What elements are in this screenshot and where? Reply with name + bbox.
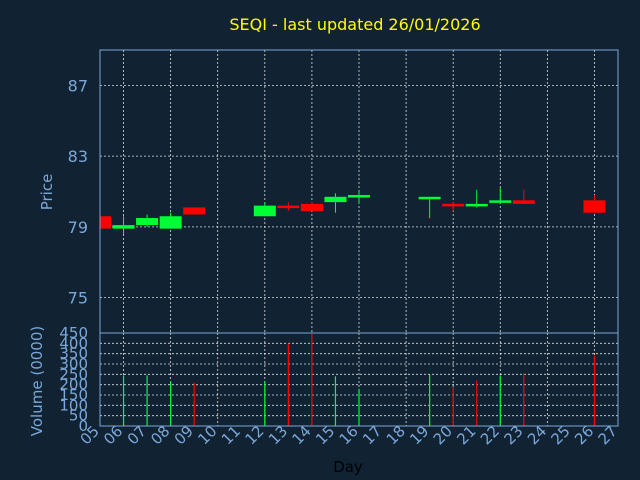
- price-tick-label: 79: [68, 218, 88, 237]
- candle-body: [418, 196, 441, 200]
- volume-tick-label: 350: [59, 345, 88, 363]
- day-axis-label: Day: [333, 458, 363, 476]
- volume-tick-label: 300: [59, 355, 88, 373]
- volume-tick-label: 200: [59, 376, 88, 394]
- candle: [348, 191, 370, 204]
- candle-body: [465, 203, 488, 207]
- volume-plot-frame: [99, 332, 619, 427]
- candle: [183, 207, 206, 215]
- candle-body: [512, 200, 535, 204]
- volume-bars: [122, 333, 596, 426]
- candle: [324, 193, 347, 213]
- price-panel: 75 79 83 87 Price: [38, 49, 619, 334]
- candle: [442, 202, 465, 211]
- candle-body: [253, 205, 276, 217]
- candle-body: [159, 216, 182, 229]
- candle: [253, 202, 276, 217]
- candle-body: [489, 200, 512, 203]
- volume-tick-label: 400: [59, 334, 88, 352]
- volume-tick-label: 250: [59, 365, 88, 383]
- volume-tick-label: 100: [59, 396, 88, 414]
- volume-tick-label: 50: [69, 407, 88, 425]
- volume-tick-label: 150: [59, 386, 88, 404]
- candle: [512, 189, 535, 204]
- candle: [465, 189, 488, 208]
- volume-tick-label: 0: [78, 417, 88, 435]
- price-tick-label: 83: [68, 147, 88, 166]
- volume-tick-label: 450: [59, 324, 88, 342]
- candle-body: [183, 207, 206, 215]
- price-tick-label: 75: [68, 289, 88, 308]
- day-x-ticks: 0506070809101112131415161718192021222324…: [77, 422, 621, 448]
- candle-body: [583, 200, 606, 213]
- volume-axis-label: Volume (0000): [28, 326, 46, 436]
- price-y-ticks: 75 79 83 87: [68, 76, 88, 307]
- candle: [583, 195, 606, 213]
- candle: [112, 216, 135, 234]
- candle: [99, 216, 111, 229]
- candle: [136, 214, 159, 227]
- candle-body: [100, 216, 111, 229]
- candle: [489, 187, 512, 204]
- candle: [300, 202, 323, 211]
- candle: [159, 212, 182, 229]
- price-candles: [99, 187, 606, 234]
- candle-body: [442, 203, 465, 207]
- candle: [418, 196, 441, 219]
- candle-body: [136, 218, 159, 226]
- candle-body: [277, 205, 300, 209]
- candle-body: [112, 225, 135, 229]
- chart-title: SEQI - last updated 26/01/2026: [229, 15, 480, 34]
- candle: [277, 202, 300, 211]
- candle-body: [300, 203, 323, 211]
- candle-body: [324, 196, 347, 203]
- price-axis-label: Price: [38, 174, 56, 211]
- price-tick-label: 87: [68, 76, 88, 95]
- candle-body: [348, 195, 370, 198]
